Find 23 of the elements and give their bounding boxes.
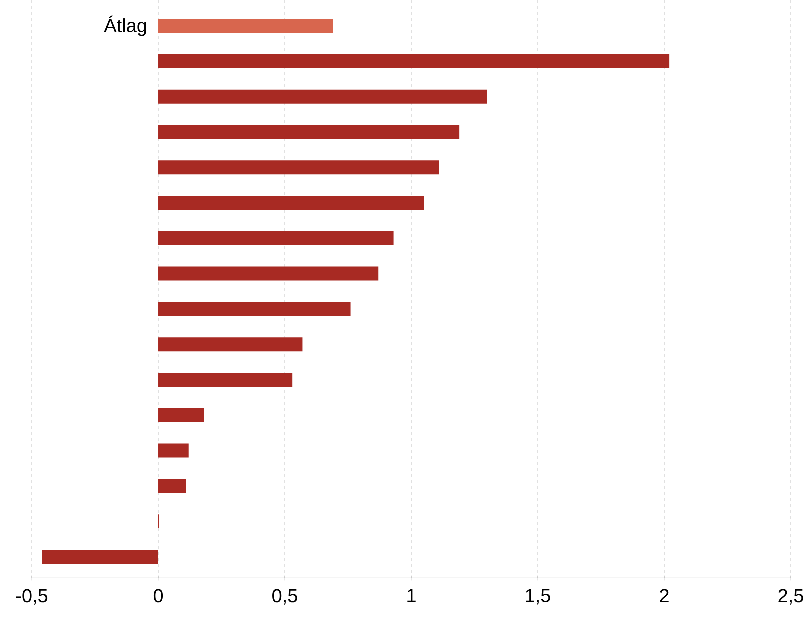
bar (158, 196, 424, 210)
bar (158, 444, 189, 458)
bar (42, 550, 159, 564)
bar (158, 408, 204, 422)
bar (158, 160, 440, 175)
bar (158, 266, 379, 281)
y-tick-label: Átlag (104, 16, 146, 36)
bar (158, 337, 303, 352)
x-tick-label: -0,5 (16, 589, 48, 605)
bar (158, 125, 460, 140)
bar (158, 479, 186, 494)
bar (158, 90, 488, 104)
x-tick-label: 1 (408, 589, 416, 602)
x-tick-label: 2,5 (778, 589, 804, 605)
bar (158, 231, 394, 246)
bar (158, 54, 670, 68)
bar (158, 372, 293, 387)
bar (158, 302, 351, 316)
x-tick-label: 0,5 (272, 589, 298, 605)
bar (158, 18, 334, 33)
x-tick-label: 1,5 (526, 589, 550, 605)
x-tick-label: 2 (660, 589, 669, 602)
x-tick-label: 0 (154, 589, 164, 603)
